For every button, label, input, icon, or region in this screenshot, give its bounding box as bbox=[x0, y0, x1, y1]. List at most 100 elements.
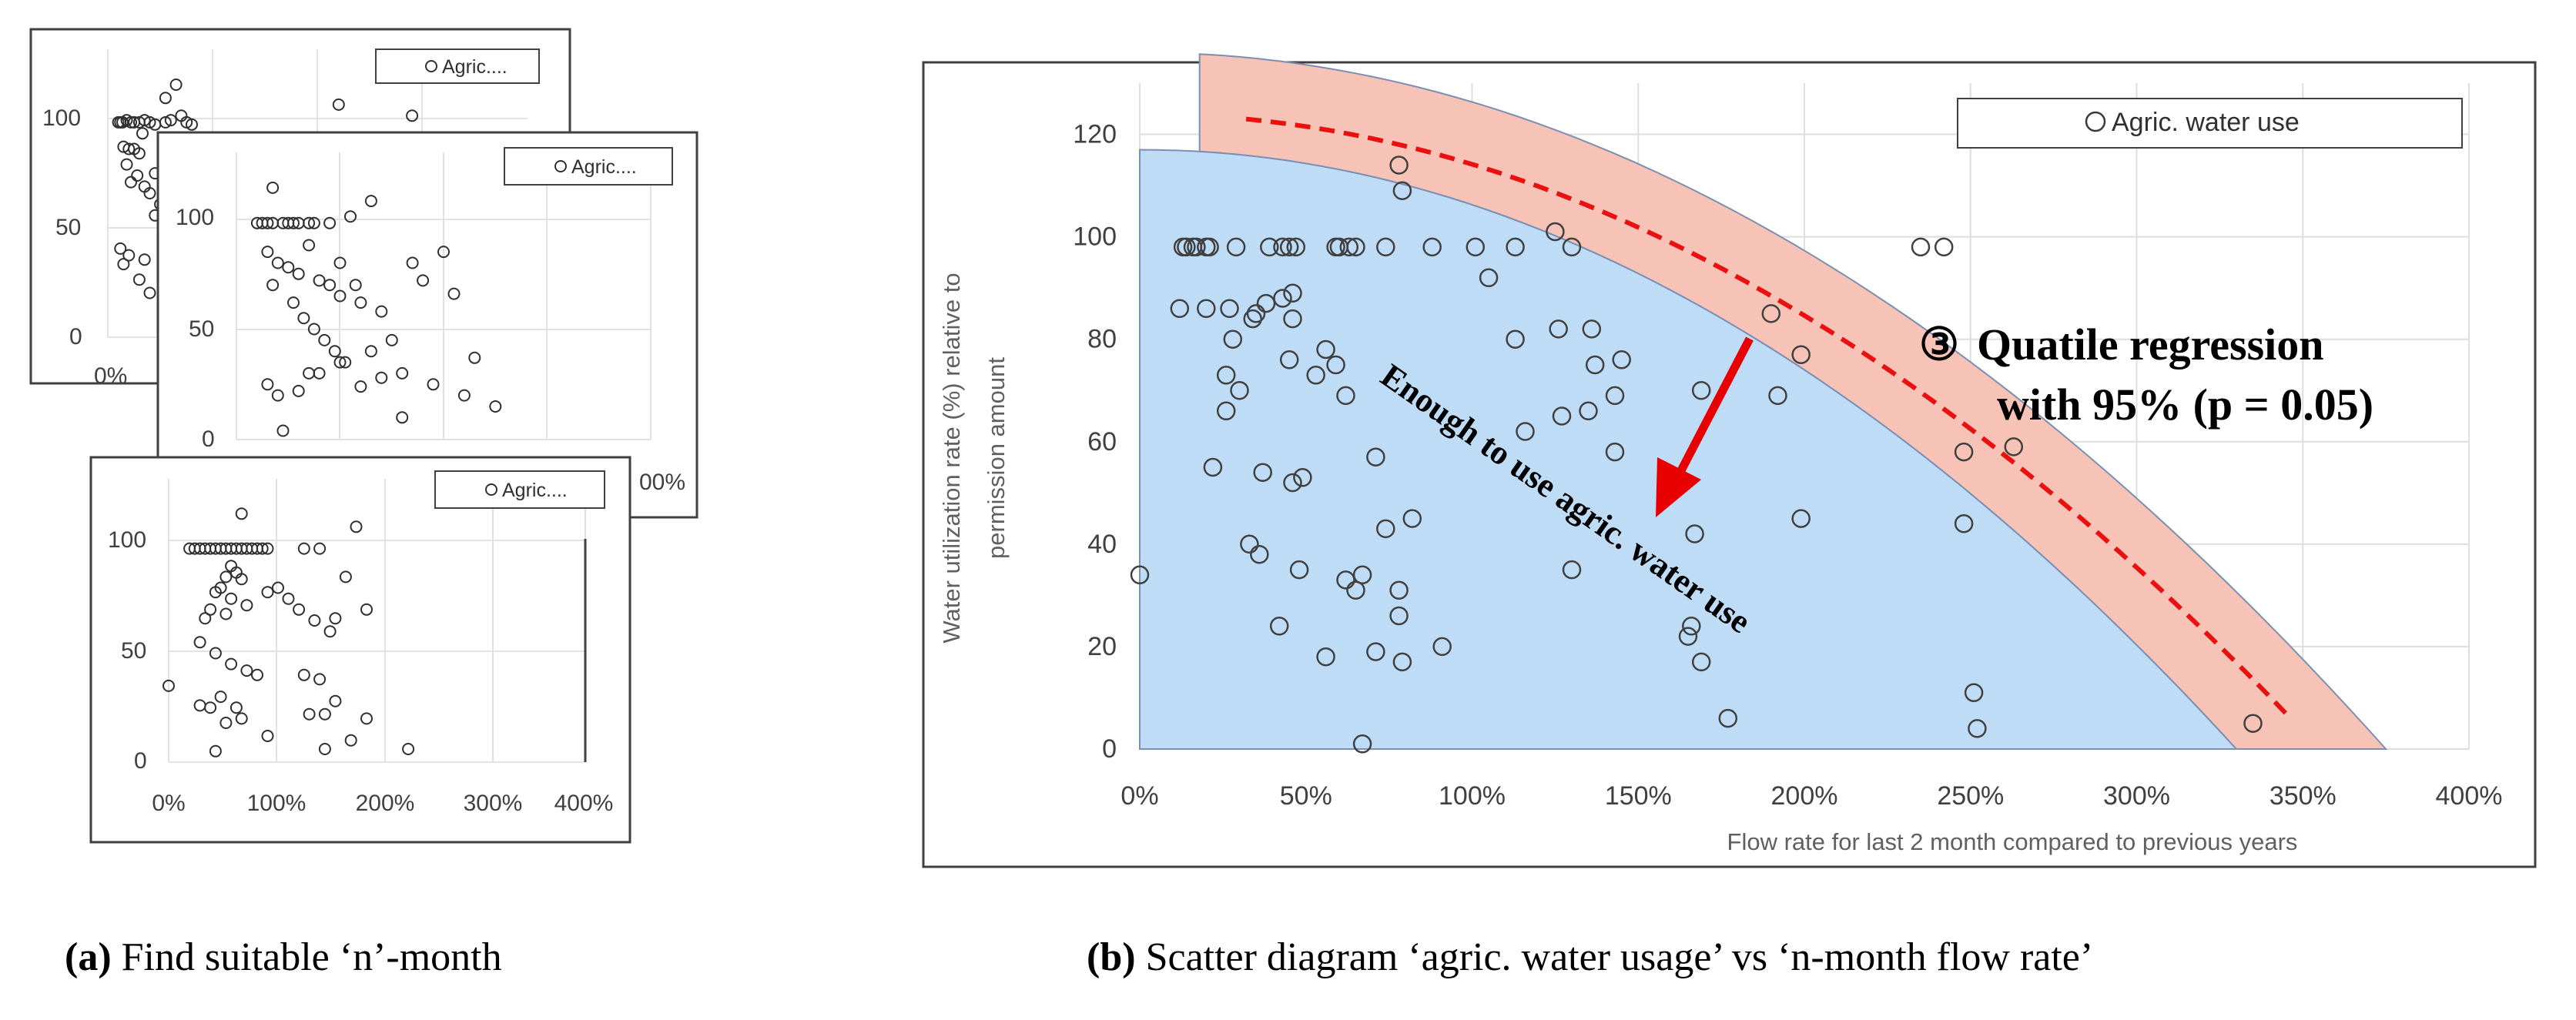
scatter-point bbox=[282, 592, 295, 605]
b-xtick-label: 250% bbox=[1937, 781, 2004, 811]
scatter-point bbox=[354, 380, 367, 393]
scatter-point bbox=[164, 114, 177, 127]
scatter-point bbox=[333, 256, 347, 269]
scatter-point bbox=[1306, 366, 1325, 385]
scatter-point bbox=[159, 92, 172, 105]
scatter-point bbox=[297, 312, 310, 325]
scatter-point bbox=[169, 79, 183, 91]
a1-legend-label: Agric.... bbox=[442, 56, 507, 78]
scatter-point bbox=[1392, 181, 1412, 200]
scatter-point bbox=[1286, 237, 1306, 257]
scatter-point bbox=[122, 142, 136, 156]
scatter-point bbox=[1479, 268, 1499, 288]
scatter-point bbox=[1612, 350, 1631, 370]
scatter-point bbox=[1402, 509, 1422, 528]
scatter-point bbox=[1376, 237, 1395, 257]
scatter-point bbox=[1197, 299, 1216, 319]
scatter-point bbox=[328, 345, 341, 358]
scatter-point bbox=[364, 195, 377, 208]
scatter-point bbox=[1283, 283, 1302, 303]
scatter-point bbox=[1243, 309, 1262, 329]
scatter-point bbox=[251, 668, 263, 681]
scatter-point bbox=[375, 371, 388, 384]
scatter-point bbox=[292, 267, 305, 280]
scatter-point bbox=[1376, 519, 1395, 539]
scatter-point bbox=[318, 707, 331, 721]
scatter-point bbox=[323, 216, 337, 229]
scatter-point bbox=[1605, 386, 1625, 406]
scatter-point bbox=[1432, 637, 1452, 657]
scatter-point bbox=[1954, 442, 1974, 462]
scatter-point bbox=[1226, 237, 1246, 257]
a3-xtick-0: 0% bbox=[152, 791, 185, 816]
scatter-point bbox=[261, 246, 274, 259]
b-ytick-label: 20 bbox=[1087, 632, 1117, 661]
scatter-point bbox=[131, 169, 144, 182]
a1-xtick-0: 0% bbox=[94, 363, 127, 389]
scatter-point bbox=[219, 570, 233, 584]
b-regression-curve bbox=[1245, 116, 2288, 716]
a1-points bbox=[112, 79, 419, 299]
scatter-point bbox=[1246, 304, 1266, 323]
scatter-point bbox=[339, 356, 352, 369]
scatter-point bbox=[235, 507, 248, 520]
scatter-point bbox=[1562, 237, 1582, 257]
scatter-point bbox=[143, 187, 156, 199]
scatter-point bbox=[1392, 652, 1412, 672]
scatter-point bbox=[1682, 617, 1701, 636]
a3-ytick-100: 100 bbox=[108, 527, 146, 553]
a2-legend: Agric.... bbox=[504, 147, 673, 186]
scatter-point bbox=[219, 607, 233, 620]
b-xtick-label: 200% bbox=[1771, 781, 1838, 811]
scatter-point bbox=[292, 384, 305, 397]
scatter-point bbox=[333, 289, 347, 303]
scatter-point bbox=[199, 612, 212, 625]
b-xtick-label: 100% bbox=[1439, 781, 1506, 811]
scatter-point bbox=[256, 542, 269, 555]
panel-a-card-3: Agric.... 100 50 0 0% 100% 200% 300% 400… bbox=[89, 456, 631, 844]
scatter-point bbox=[1911, 237, 1931, 257]
scatter-point bbox=[225, 592, 238, 605]
scatter-point bbox=[1685, 524, 1704, 543]
scatter-point bbox=[1582, 319, 1602, 339]
scatter-point bbox=[1177, 237, 1196, 257]
scatter-point bbox=[240, 664, 253, 677]
scatter-point bbox=[1289, 560, 1309, 580]
caption-a: (a) Find suitable ‘n’-month bbox=[65, 935, 502, 979]
scatter-point bbox=[1579, 401, 1598, 421]
scatter-point bbox=[1546, 222, 1565, 242]
b-xtick-label: 150% bbox=[1605, 781, 1672, 811]
scatter-point bbox=[344, 734, 357, 747]
caption-a-text: Find suitable ‘n’-month bbox=[112, 935, 502, 979]
scatter-point bbox=[427, 378, 440, 391]
b-x-axis-label: Flow rate for last 2 month compared to p… bbox=[1727, 828, 2298, 855]
scatter-point bbox=[333, 356, 347, 369]
scatter-point bbox=[396, 411, 409, 424]
a3-xtick-200: 200% bbox=[356, 791, 415, 816]
scatter-point bbox=[1250, 544, 1269, 564]
scatter-point bbox=[261, 216, 274, 229]
b-regression-annotation: ③ Quatile regression with 95% (p = 0.05) bbox=[1919, 319, 2373, 430]
scatter-point bbox=[1220, 299, 1239, 319]
scatter-point bbox=[1954, 513, 1974, 533]
scatter-point bbox=[1316, 339, 1335, 360]
scatter-point bbox=[313, 673, 327, 686]
a1-ytick-0: 0 bbox=[69, 324, 82, 349]
scatter-point bbox=[1506, 237, 1525, 257]
scatter-point bbox=[120, 158, 133, 171]
scatter-point bbox=[339, 570, 352, 584]
scatter-point bbox=[1691, 652, 1711, 672]
scatter-point bbox=[125, 176, 137, 189]
caption-a-label: (a) bbox=[65, 935, 112, 979]
scatter-point bbox=[293, 603, 306, 616]
scatter-point bbox=[354, 296, 367, 309]
scatter-point bbox=[2004, 437, 2024, 456]
scatter-point bbox=[271, 256, 284, 269]
scatter-point bbox=[159, 115, 172, 129]
scatter-point bbox=[303, 366, 316, 380]
scatter-point bbox=[303, 216, 316, 229]
scatter-point bbox=[2243, 714, 2263, 733]
scatter-point bbox=[313, 274, 326, 287]
scatter-point bbox=[219, 717, 233, 729]
scatter-point bbox=[1130, 565, 1150, 585]
